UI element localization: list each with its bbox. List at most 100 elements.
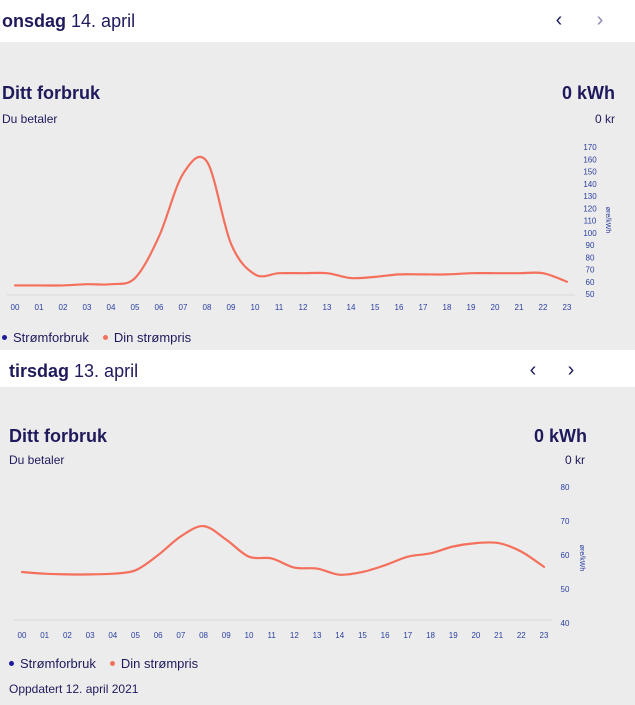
legend-label: Din strømpris — [113, 330, 192, 345]
x-tick-label: 05 — [131, 631, 140, 640]
pay-amount: 0 kr — [594, 112, 615, 126]
x-tick-label: 07 — [176, 631, 185, 640]
y-tick-label: 90 — [586, 241, 595, 250]
y-tick-label: 80 — [586, 253, 595, 262]
usage-title: Ditt forbruk — [2, 83, 100, 103]
prev-day-button[interactable]: ‹ — [555, 9, 563, 31]
x-tick-label: 17 — [419, 303, 428, 312]
next-day-button[interactable]: › — [596, 9, 604, 31]
x-tick-label: 22 — [517, 631, 526, 640]
pay-label: Du betaler — [2, 112, 58, 126]
updated-text: Oppdatert 12. april 2021 — [9, 682, 139, 696]
legend-item-price: Din strømpris — [109, 656, 199, 671]
x-tick-label: 03 — [83, 303, 92, 312]
price-chart: 00 01 02 03 04 05 06 07 08 09 10 11 12 13 14 15 16 17 18 19… — [14, 483, 585, 640]
x-tick-label: 16 — [381, 631, 390, 640]
x-tick-label: 15 — [371, 303, 380, 312]
x-tick-label: 08 — [203, 303, 212, 312]
legend-label: Din strømpris — [120, 656, 199, 671]
x-tick-label: 00 — [11, 303, 20, 312]
x-tick-label: 06 — [155, 303, 164, 312]
x-tick-label: 08 — [199, 631, 208, 640]
x-tick-label: 02 — [59, 303, 68, 312]
usage-dot-icon — [2, 335, 7, 340]
x-tick-label: 13 — [313, 631, 322, 640]
next-day-button[interactable]: › — [567, 359, 575, 381]
usage-kwh: 0 kWh — [561, 83, 615, 103]
legend-item-price: Din strømpris — [102, 330, 192, 345]
x-tick-label: 07 — [179, 303, 188, 312]
day-title: tirsdag 13. april — [9, 361, 138, 382]
prev-day-button[interactable]: ‹ — [529, 359, 537, 381]
x-tick-label: 19 — [449, 631, 458, 640]
y-axis-label: øre/kWh — [578, 545, 585, 572]
x-tick-label: 13 — [323, 303, 332, 312]
x-tick-label: 02 — [63, 631, 72, 640]
legend: Strømforbruk Din strømpris — [2, 330, 191, 345]
weekday: tirsdag — [9, 361, 70, 381]
legend-label: Strømforbruk — [13, 330, 89, 345]
x-tick-label: 10 — [251, 303, 260, 312]
usage-kwh: 0 kWh — [533, 426, 587, 446]
y-tick-label: 40 — [561, 619, 570, 628]
y-tick-label: 100 — [583, 229, 597, 238]
day-header: onsdag 14. april ‹ › — [0, 0, 635, 42]
x-tick-label: 10 — [245, 631, 254, 640]
x-tick-label: 00 — [18, 631, 27, 640]
price-series-line — [13, 155, 569, 287]
x-tick-label: 11 — [267, 631, 276, 640]
x-tick-label: 20 — [471, 631, 480, 640]
x-tick-label: 09 — [222, 631, 231, 640]
x-tick-label: 15 — [358, 631, 367, 640]
usage-dot-icon — [9, 661, 14, 666]
y-tick-label: 150 — [583, 168, 597, 177]
price-dot-icon — [109, 661, 115, 666]
x-tick-label: 21 — [515, 303, 524, 312]
price-dot-icon — [102, 335, 108, 340]
y-tick-label: 70 — [561, 517, 570, 526]
legend: Strømforbruk Din strømpris — [9, 656, 198, 671]
x-tick-label: 16 — [395, 303, 404, 312]
x-tick-label: 14 — [335, 631, 344, 640]
legend-label: Strømforbruk — [20, 656, 96, 671]
usage-title: Ditt forbruk — [9, 426, 107, 446]
y-tick-label: 50 — [561, 585, 570, 594]
x-tick-label: 21 — [494, 631, 503, 640]
y-tick-label: 50 — [586, 290, 595, 299]
x-tick-label: 18 — [443, 303, 452, 312]
x-tick-label: 05 — [131, 303, 140, 312]
x-tick-label: 09 — [227, 303, 236, 312]
day-panel-2: tirsdag 13. april ‹ › Ditt forbruk 0 kWh… — [0, 353, 635, 705]
y-tick-label: 120 — [583, 204, 597, 213]
x-tick-label: 14 — [347, 303, 356, 312]
x-tick-label: 01 — [40, 631, 49, 640]
x-tick-label: 18 — [426, 631, 435, 640]
day-panel-1: onsdag 14. april ‹ › Ditt forbruk 0 kWh … — [0, 0, 635, 350]
x-tick-label: 01 — [35, 303, 44, 312]
day-header: tirsdag 13. april ‹ › — [0, 353, 635, 387]
y-tick-label: 140 — [583, 180, 597, 189]
price-chart: 00 01 02 03 04 05 06 07 08 09 10 11 12 13 14 15 16 17 18 19… — [7, 143, 611, 312]
weekday: onsdag — [2, 11, 67, 31]
y-tick-label: 170 — [583, 143, 597, 152]
x-tick-label: 12 — [290, 631, 299, 640]
x-tick-label: 03 — [86, 631, 95, 640]
y-tick-label: 60 — [586, 278, 595, 287]
y-tick-label: 70 — [586, 266, 595, 275]
y-tick-label: 160 — [583, 155, 597, 164]
day-title: onsdag 14. april — [2, 11, 135, 32]
date: 14. april — [71, 11, 136, 31]
y-tick-label: 60 — [561, 551, 570, 560]
pay-label: Du betaler — [9, 453, 65, 467]
y-tick-label: 130 — [583, 192, 597, 201]
y-tick-label: 80 — [561, 483, 570, 492]
legend-item-usage: Strømforbruk — [9, 656, 96, 671]
x-tick-label: 23 — [540, 631, 549, 640]
y-tick-label: 110 — [584, 217, 597, 226]
y-axis-label: øre/kWh — [604, 207, 611, 234]
x-tick-label: 19 — [467, 303, 476, 312]
price-series-line — [20, 524, 546, 576]
x-tick-label: 04 — [108, 631, 117, 640]
x-tick-label: 12 — [299, 303, 308, 312]
x-tick-label: 06 — [154, 631, 163, 640]
